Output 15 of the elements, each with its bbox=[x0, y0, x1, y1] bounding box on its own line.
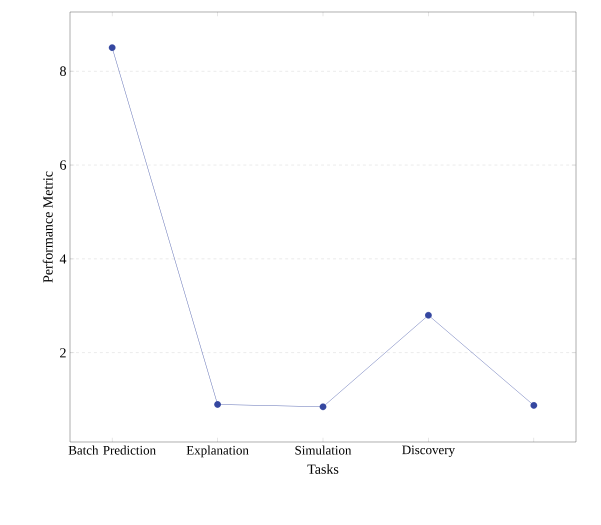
y-tick-label: 2 bbox=[60, 348, 66, 358]
x-tick-label: Simulation bbox=[295, 446, 352, 455]
point bbox=[214, 401, 221, 408]
y-tick-label: 8 bbox=[60, 66, 66, 76]
y-tick-label: 6 bbox=[60, 160, 66, 170]
x-tick-label: Explanation bbox=[186, 446, 249, 458]
x-tick-label: Batch Prediction bbox=[68, 446, 156, 455]
y-tick-label: 4 bbox=[60, 254, 66, 264]
point bbox=[108, 44, 116, 52]
x-axis-title: Tasks bbox=[307, 464, 338, 474]
y-axis-title: Performance Metric bbox=[42, 171, 53, 283]
point bbox=[320, 403, 326, 410]
point bbox=[530, 402, 538, 409]
x-tick-label: Discovery bbox=[402, 446, 455, 457]
point bbox=[425, 312, 432, 319]
